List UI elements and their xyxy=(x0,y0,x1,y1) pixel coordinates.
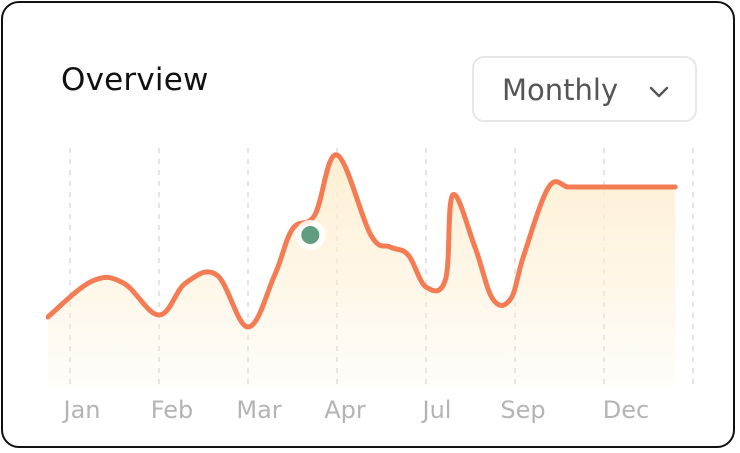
x-tick-label: Jul xyxy=(421,396,452,424)
series-line xyxy=(46,152,678,330)
period-dropdown-value: Monthly xyxy=(502,73,619,107)
x-tick-label: Apr xyxy=(324,396,366,424)
x-tick-label: Jan xyxy=(62,396,101,424)
series-group xyxy=(46,152,678,386)
x-tick-label: Dec xyxy=(603,396,649,424)
x-tick-label: Feb xyxy=(151,396,194,424)
highlight-marker xyxy=(301,226,320,244)
card-title: Overview xyxy=(61,62,209,98)
x-tick-label: Sep xyxy=(500,396,545,424)
period-dropdown[interactable]: Monthly xyxy=(472,56,697,122)
x-tick-label: Mar xyxy=(236,396,281,424)
chevron-down-icon xyxy=(649,86,669,98)
series-area xyxy=(47,154,676,386)
